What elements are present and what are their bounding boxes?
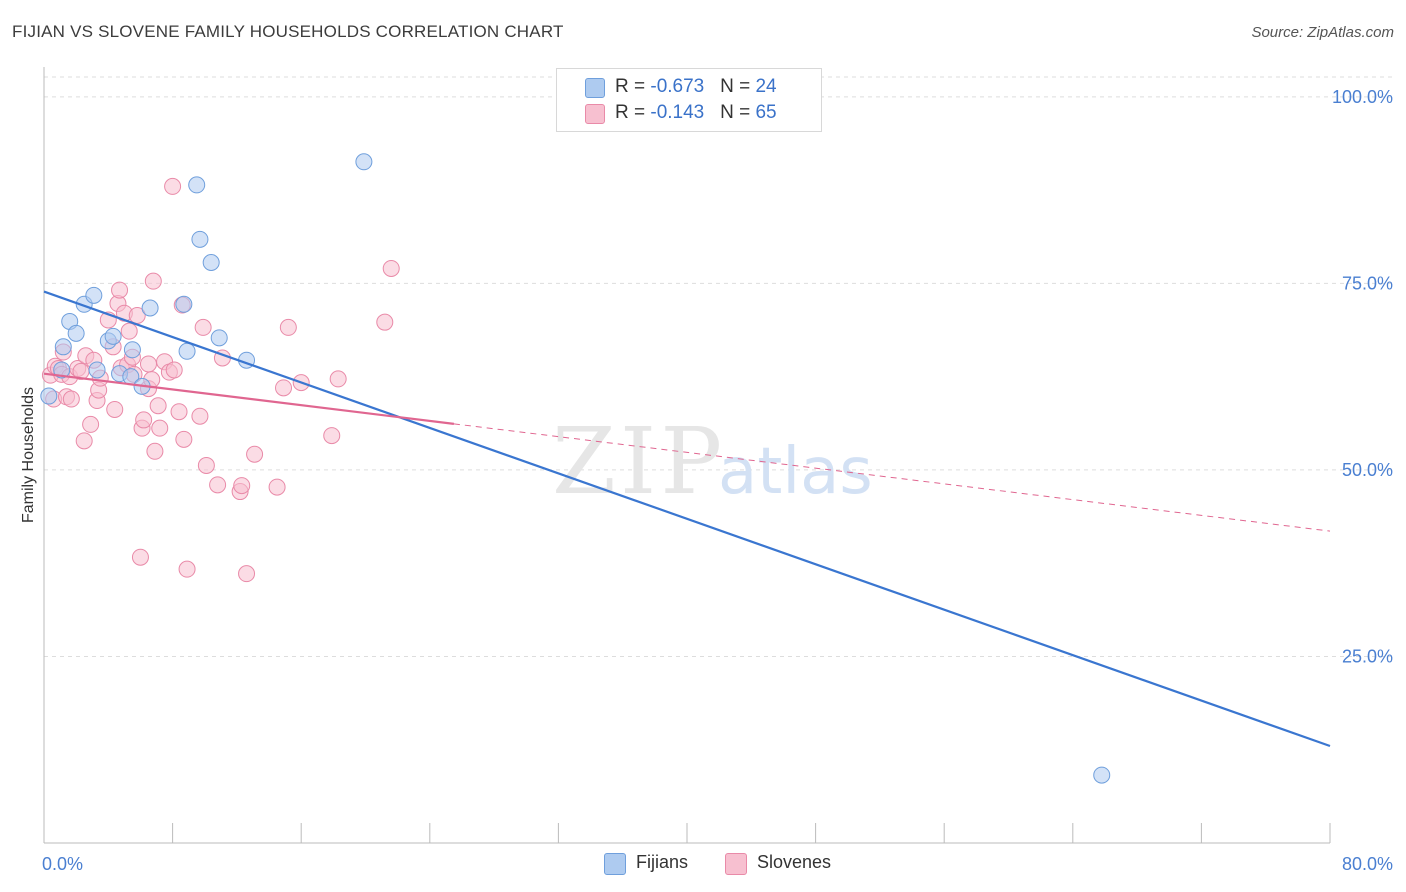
slovenes-point — [175, 430, 193, 448]
fijians-point — [123, 341, 141, 359]
slovenes-r-value: -0.143 — [650, 102, 705, 123]
trend-lines — [43, 290, 1331, 748]
fijians-point — [191, 230, 209, 248]
slovenes-point — [197, 456, 215, 474]
fijians-point — [175, 295, 193, 313]
slovenes-point — [146, 442, 164, 460]
slovenes-n-value: 65 — [755, 102, 777, 123]
fijians-point — [88, 361, 106, 379]
watermark: ZIP atlas — [552, 408, 873, 515]
chart-title: FIJIAN VS SLOVENE FAMILY HOUSEHOLDS CORR… — [12, 22, 564, 41]
slovenes-point — [268, 478, 286, 496]
slovenes-point — [376, 313, 394, 331]
slovenes-point — [135, 411, 153, 429]
fijians-point — [210, 329, 228, 347]
fijians-point — [54, 338, 72, 356]
y-axis-title: Family Households — [20, 387, 37, 523]
slovenes-point — [382, 259, 400, 277]
slovenes-point — [275, 379, 293, 397]
y-tick-label: 75.0% — [1342, 273, 1393, 293]
slovenes-point — [75, 432, 93, 450]
slovenes-trend-line-solid — [43, 372, 455, 425]
slovenes-point — [139, 355, 157, 373]
y-tick-label: 25.0% — [1342, 646, 1393, 666]
fijians-points — [40, 153, 1111, 784]
slovenes-trend-line-dashed — [453, 423, 1331, 532]
slovenes-point — [149, 397, 167, 415]
fijians-swatch — [585, 78, 605, 98]
slovenes-point — [194, 318, 212, 336]
axis-labels: 25.0% 50.0% 75.0% 100.0% 0.0% 80.0% Family Hou… — [20, 87, 1393, 874]
slovenes-point — [238, 565, 256, 583]
slovenes-point — [191, 407, 209, 425]
slovenes-point — [246, 445, 264, 463]
slovenes-legend-label: Slovenes — [757, 852, 832, 872]
slovenes-point — [106, 400, 124, 418]
fijians-point — [104, 327, 122, 345]
x-tick-label: 80.0% — [1342, 854, 1393, 874]
fijians-point — [202, 253, 220, 271]
fijians-r-label: R = — [615, 76, 651, 97]
slovenes-r-label: R = — [615, 102, 651, 123]
y-tick-label: 50.0% — [1342, 460, 1393, 480]
slovenes-point — [233, 477, 251, 495]
fijians-n-value: 24 — [755, 76, 777, 97]
source-credit: Source: ZipAtlas.com — [1251, 24, 1394, 41]
slovenes-point — [82, 415, 100, 433]
axes — [43, 67, 1331, 844]
fijians-n-label: N = — [720, 76, 756, 97]
fijians-point — [85, 286, 103, 304]
slovenes-point — [62, 390, 80, 408]
slovenes-point — [111, 281, 129, 299]
slovenes-point — [164, 177, 182, 195]
slovenes-point — [131, 548, 149, 566]
slovenes-point — [170, 403, 188, 421]
correlation-legend: R = -0.673 N = 24 R = -0.143 N = 65 — [556, 68, 822, 132]
slovenes-point — [209, 476, 227, 494]
slovenes-point — [279, 318, 297, 336]
fijians-point — [178, 342, 196, 360]
fijians-point — [355, 153, 373, 171]
slovenes-point — [144, 272, 162, 290]
fijians-r-value: -0.673 — [650, 76, 705, 97]
fijians-legend-swatch — [604, 853, 626, 875]
y-tick-label: 100.0% — [1332, 87, 1393, 107]
slovenes-point — [178, 560, 196, 578]
x-tick-label: 0.0% — [42, 854, 83, 874]
slovenes-legend-swatch — [725, 853, 747, 875]
fijians-legend-label: Fijians — [636, 852, 689, 872]
fijians-point — [53, 361, 71, 379]
slovenes-point — [151, 419, 169, 437]
watermark-zip: ZIP — [552, 408, 726, 515]
slovenes-points — [41, 177, 400, 583]
slovenes-n-label: N = — [720, 102, 756, 123]
slovenes-point — [323, 427, 341, 445]
fijians-point — [67, 324, 85, 342]
fijians-point — [141, 299, 159, 317]
slovenes-point — [329, 370, 347, 388]
slovenes-point — [120, 322, 138, 340]
fijians-trend-line — [43, 290, 1331, 748]
watermark-atlas: atlas — [718, 435, 873, 509]
slovenes-swatch — [585, 104, 605, 124]
fijians-point — [1093, 766, 1111, 784]
fijians-point — [188, 176, 206, 194]
fijians-point — [40, 387, 58, 405]
slovenes-point — [165, 361, 183, 379]
